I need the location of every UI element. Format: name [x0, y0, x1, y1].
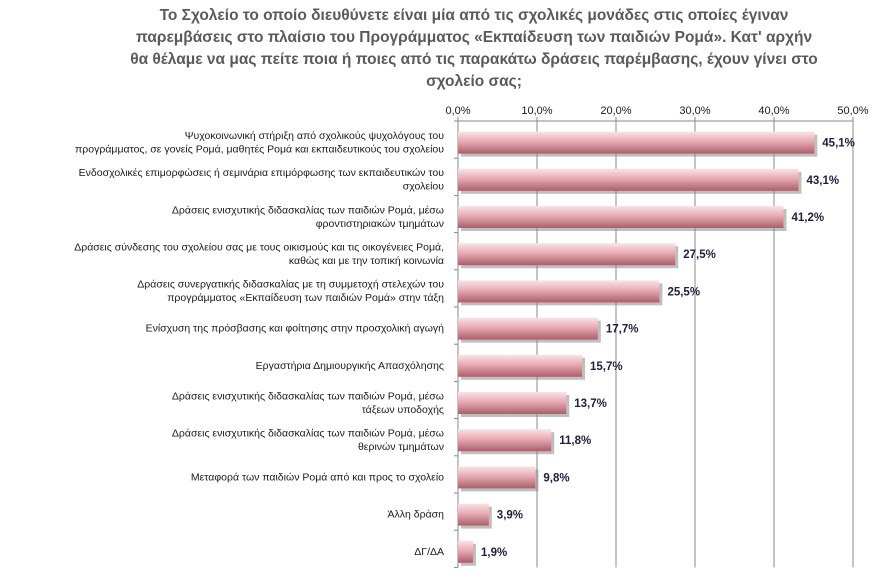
bar: [458, 243, 676, 266]
data-label: 43,1%: [806, 175, 839, 187]
category-label: ΔΓ/ΔΑ: [414, 546, 444, 558]
bar: [458, 131, 815, 154]
x-tick-label: 50,0%: [837, 105, 868, 117]
category-label: θερινών τμημάτων: [358, 441, 444, 453]
data-label: 15,7%: [590, 361, 623, 373]
bar: [458, 354, 583, 377]
category-label: Δράσεις ενισχυτικής διδασκαλίας των παιδ…: [172, 390, 444, 402]
chart-title-line: παρεμβάσεις στο πλαίσιο του Προγράμματος…: [136, 29, 812, 46]
category-label: Μεταφορά των παιδιών Ρομά από και προς τ…: [191, 471, 444, 483]
data-label: 11,8%: [559, 435, 591, 447]
data-label: 3,9%: [497, 510, 523, 522]
gridlines: [454, 117, 854, 568]
x-tick-label: 0,0%: [445, 105, 470, 117]
data-labels: 45,1% 43,1% 41,2% 27,5% 25,5% 17,7% 15,7% 13,7%…: [481, 138, 855, 559]
chart-title-line: Το Σχολείο το οποίο διευθύνετε είναι μία…: [160, 7, 789, 24]
chart-title-line: σχολείο σας;: [426, 73, 522, 90]
x-axis-ticks: 0,0% 10,0% 20,0% 30,0% 40,0% 50,0%: [445, 105, 868, 117]
category-label: Δράσεις ενισχυτικής διδασκαλίας των παιδ…: [172, 204, 444, 216]
category-label: τάξεων υποδοχής: [362, 404, 444, 416]
category-label: φροντιστηριακών τμημάτων: [316, 218, 444, 230]
category-label: Ενδοσχολικές επιμορφώσεις ή σεμινάρια επ…: [79, 167, 445, 179]
category-label: Δράσεις σύνδεσης του σχολείου σας με του…: [74, 241, 444, 253]
data-label: 1,9%: [481, 547, 507, 559]
data-label: 41,2%: [791, 212, 824, 224]
category-label: Δράσεις ενισχυτικής διδασκαλίας των παιδ…: [172, 427, 444, 439]
bars: [458, 131, 818, 566]
x-tick-label: 10,0%: [521, 105, 552, 117]
category-label: Δράσεις συνεργατικής διδασκαλίας με τη σ…: [137, 279, 444, 291]
data-label: 17,7%: [606, 324, 639, 336]
bar: [458, 466, 536, 489]
category-label: προγράμματος, σε γονείς Ρομά, μαθητές Ρο…: [75, 143, 444, 155]
data-label: 13,7%: [574, 398, 607, 410]
bar: [458, 540, 474, 563]
chart-title: Το Σχολείο το οποίο διευθύνετε είναι μία…: [130, 7, 818, 90]
bar: [458, 317, 598, 340]
category-label: προγράμματος «Εκπαίδευση των παιδιών Ρομ…: [167, 292, 444, 304]
category-labels: Ψυχοκοινωνική στήριξη από σχολικούς ψυχο…: [74, 130, 444, 558]
bar: [458, 429, 552, 452]
bar: [458, 206, 784, 228]
category-label: Εργαστήρια Δημιουργικής Απασχόλησης: [256, 360, 444, 372]
bar: [458, 280, 660, 303]
bar: [458, 392, 567, 414]
data-label: 25,5%: [667, 286, 700, 298]
bar: [458, 168, 799, 191]
bar: [458, 503, 489, 526]
x-tick-label: 30,0%: [679, 105, 710, 117]
chart-title-line: θα θέλαμε να μας πείτε ποια ή ποιες από …: [130, 51, 818, 68]
x-tick-label: 40,0%: [758, 105, 789, 117]
x-tick-label: 20,0%: [600, 105, 631, 117]
category-label: Ψυχοκοινωνική στήριξη από σχολικούς ψυχο…: [185, 130, 445, 142]
category-label: Άλλη δράση: [388, 509, 445, 521]
category-label: καθώς και με την τοπική κοινωνία: [289, 255, 444, 267]
data-label: 27,5%: [683, 249, 716, 261]
data-label: 45,1%: [822, 138, 855, 150]
data-label: 9,8%: [543, 472, 569, 484]
category-label: Ενίσχυση της πρόσβασης και φοίτησης στην…: [146, 323, 445, 335]
category-label: σχολείου: [403, 181, 444, 193]
